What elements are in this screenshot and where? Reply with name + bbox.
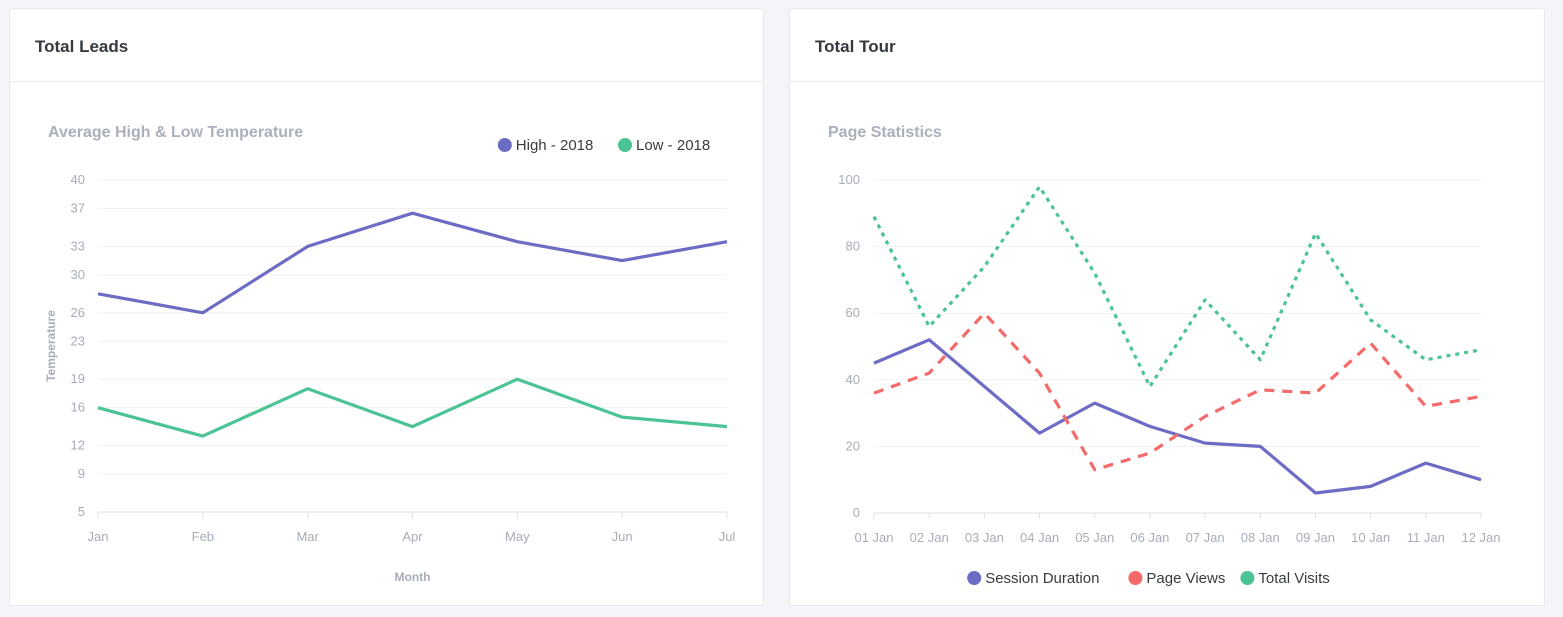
x-axis-title: Month xyxy=(395,570,431,584)
chart-title: Average High & Low Temperature xyxy=(48,124,303,141)
legend-item: Total Visits xyxy=(1240,570,1330,587)
series-line xyxy=(873,338,1482,495)
legend-item: Page Views xyxy=(1128,570,1225,587)
legend-item: High - 2018 xyxy=(497,137,594,154)
y-tick-label: 60 xyxy=(846,305,860,320)
y-axis-title: Temperature xyxy=(44,310,58,382)
legend-label: Total Visits xyxy=(1258,570,1329,587)
legend-item: Session Duration xyxy=(967,570,1099,587)
legend-label: Page Views xyxy=(1146,570,1225,587)
legend-label: Low - 2018 xyxy=(636,137,710,154)
x-tick-label: 11 Jan xyxy=(1407,530,1445,545)
legend-marker xyxy=(497,138,512,152)
x-tick-label: Feb xyxy=(192,529,214,544)
y-tick-label: 80 xyxy=(846,239,860,254)
chart-title: Page Statistics xyxy=(828,124,942,141)
x-tick-label: 05 Jan xyxy=(1075,530,1114,545)
x-tick-label: Jul xyxy=(719,529,736,544)
x-tick-label: Mar xyxy=(296,529,319,544)
x-tick-label: 08 Jan xyxy=(1241,530,1280,545)
y-tick-label: 9 xyxy=(78,466,85,481)
x-tick-label: 12 Jan xyxy=(1461,530,1500,545)
legend-marker xyxy=(618,138,632,152)
series-line xyxy=(97,211,728,315)
total-leads-card: Total Leads Average High & Low Temperatu… xyxy=(9,8,764,606)
temperature-chart: Average High & Low Temperature 5 9 12 16 19 23… xyxy=(44,124,736,584)
legend-item: Low - 2018 xyxy=(618,137,710,154)
y-tick-label: 20 xyxy=(846,438,860,453)
x-tick-label: 03 Jan xyxy=(965,530,1004,545)
x-tick-label: Jun xyxy=(612,529,633,544)
y-tick-label: 5 xyxy=(78,504,85,519)
legend-marker xyxy=(1128,571,1143,585)
x-tick-label: 02 Jan xyxy=(910,530,949,545)
y-tick-label: 30 xyxy=(71,267,85,282)
y-tick-label: 16 xyxy=(71,400,85,415)
x-tick-label: 09 Jan xyxy=(1296,530,1335,545)
y-tick-label: 19 xyxy=(71,371,85,386)
series-line xyxy=(873,311,1482,472)
y-tick-label: 0 xyxy=(853,505,860,520)
y-tick-label: 33 xyxy=(71,238,85,253)
card-title: Total Leads xyxy=(10,9,763,82)
x-tick-label: 06 Jan xyxy=(1130,530,1169,545)
y-tick-label: 26 xyxy=(71,305,85,320)
y-tick-label: 23 xyxy=(71,333,85,348)
x-tick-label: 04 Jan xyxy=(1020,530,1059,545)
legend-marker xyxy=(967,571,982,585)
y-tick-label: 37 xyxy=(71,200,85,215)
x-tick-label: 01 Jan xyxy=(854,530,893,545)
total-tour-card: Total Tour Page Statistics 0 20 40 60 80 100 01… xyxy=(789,8,1545,606)
series-line xyxy=(872,185,1482,389)
card-title: Total Tour xyxy=(790,9,1544,82)
y-tick-label: 40 xyxy=(71,172,85,187)
x-tick-label: Apr xyxy=(402,529,423,544)
legend-label: High - 2018 xyxy=(516,137,594,154)
legend-marker xyxy=(1240,571,1255,585)
series-line xyxy=(97,377,728,438)
x-tick-label: May xyxy=(505,529,530,544)
y-tick-label: 12 xyxy=(71,438,85,453)
x-tick-label: 07 Jan xyxy=(1186,530,1225,545)
y-tick-label: 40 xyxy=(846,372,860,387)
x-tick-label: Jan xyxy=(88,529,109,544)
page-statistics-chart: Page Statistics 0 20 40 60 80 100 01 Jan 02 Jan 0… xyxy=(828,124,1501,587)
y-tick-label: 100 xyxy=(838,172,860,187)
legend-label: Session Duration xyxy=(985,570,1099,587)
x-tick-label: 10 Jan xyxy=(1351,530,1390,545)
